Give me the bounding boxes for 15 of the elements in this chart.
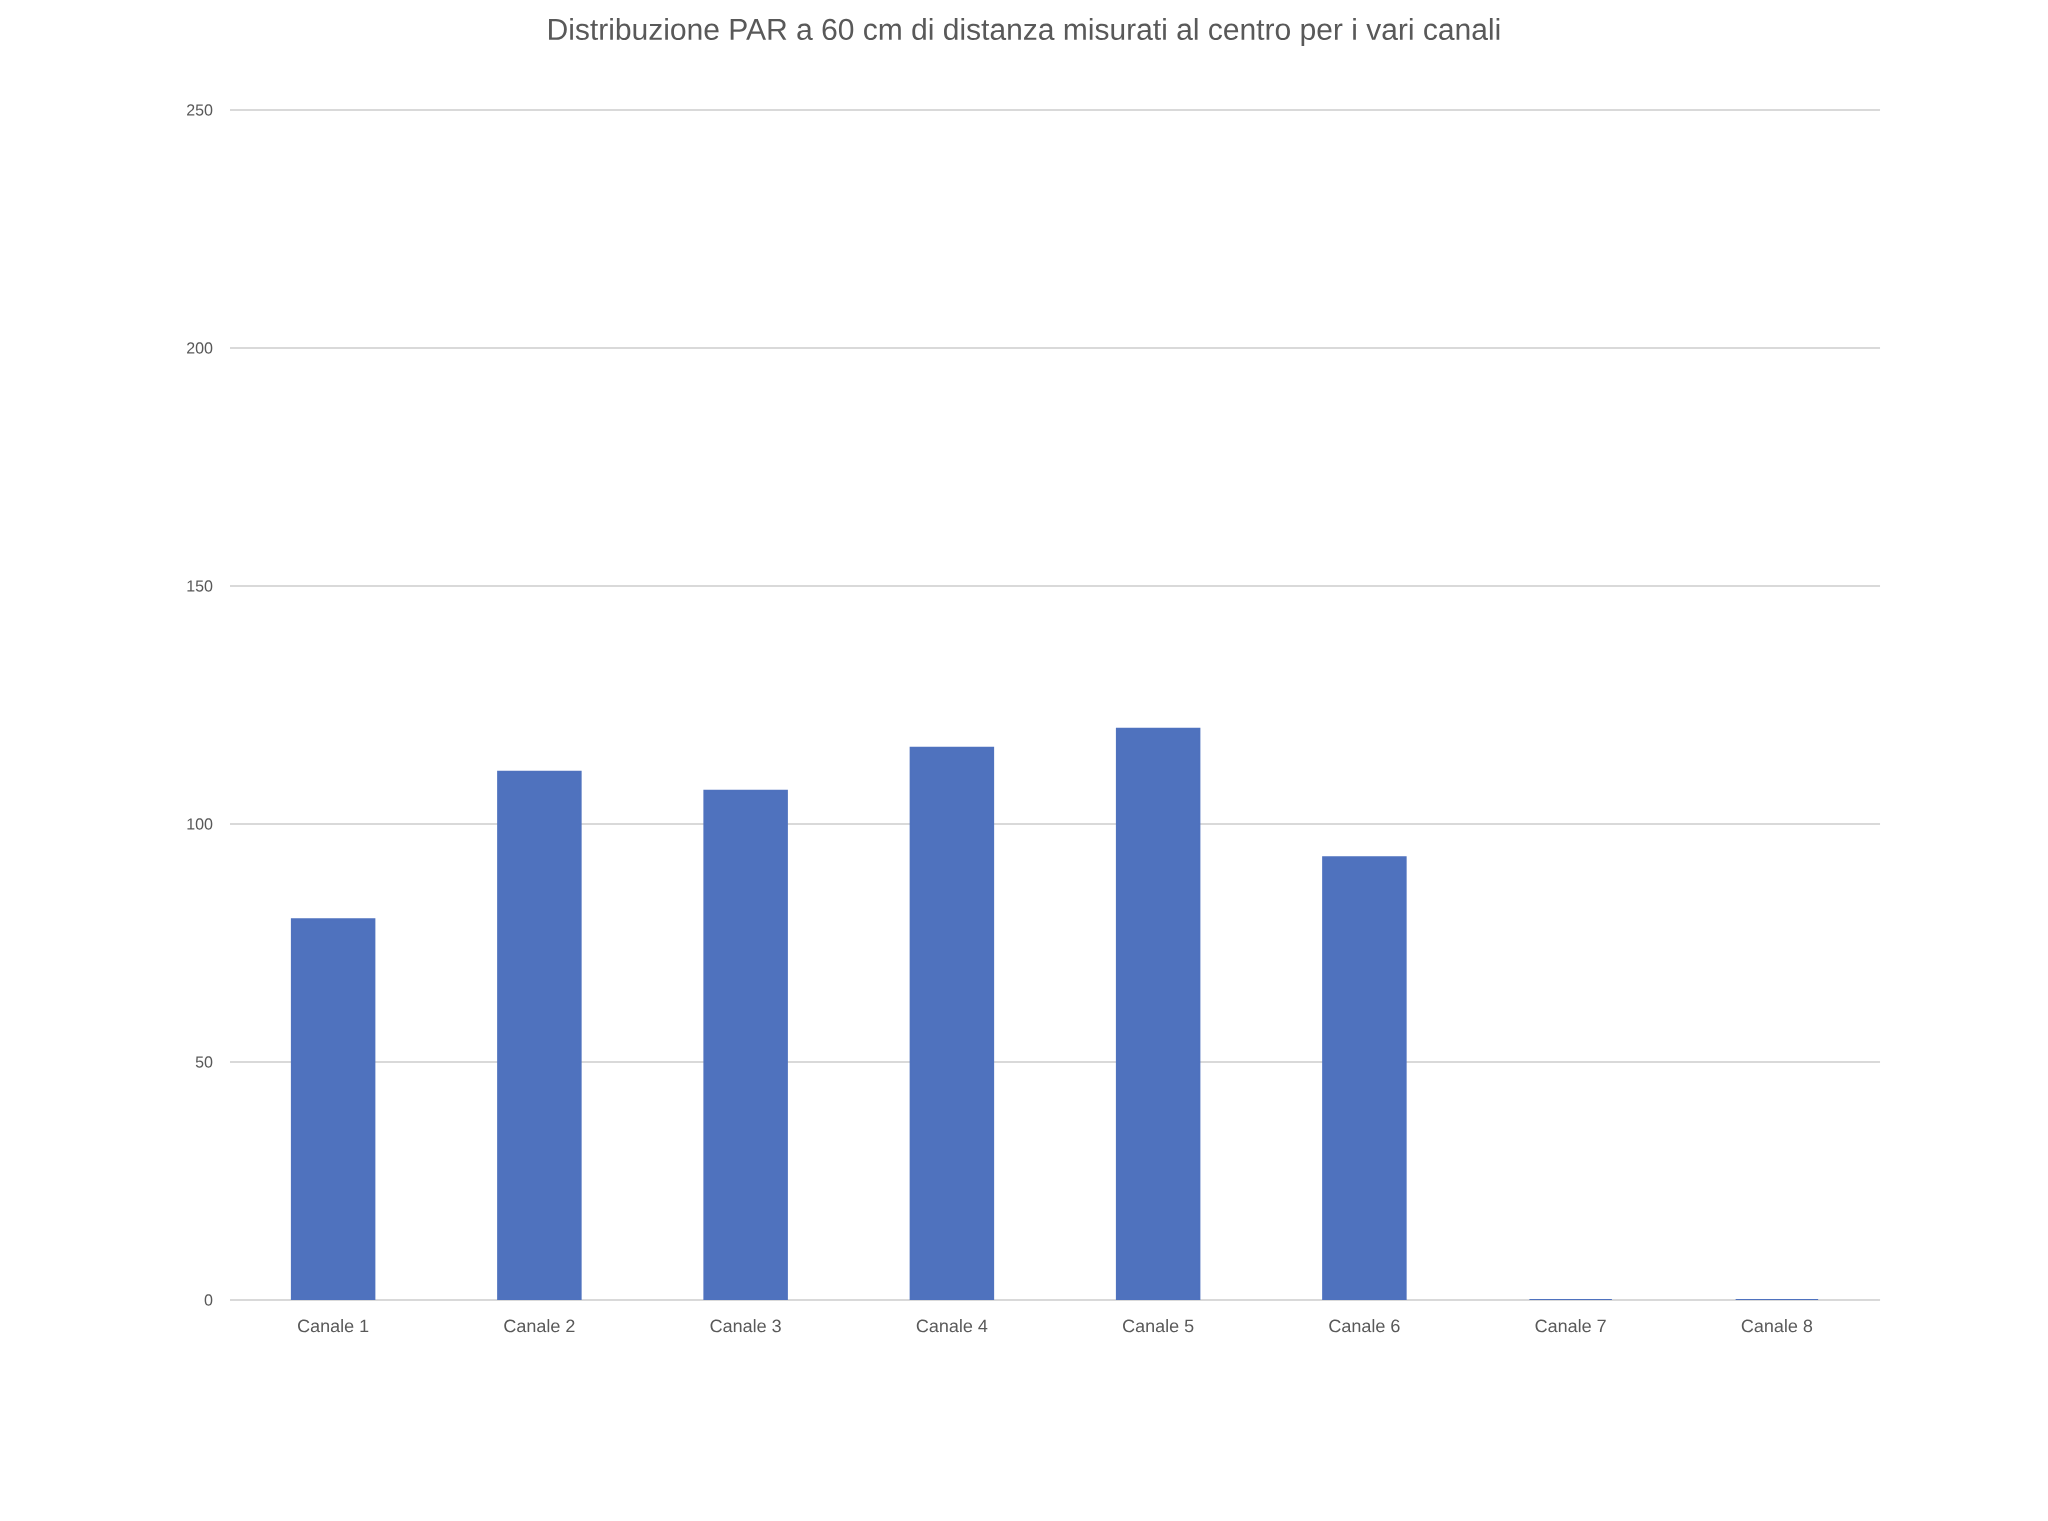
x-tick-label: Canale 5 bbox=[1123, 1319, 1194, 1333]
x-tick-label: Canale 7 bbox=[1535, 1319, 1606, 1333]
x-tick-label: Canale 3 bbox=[710, 1319, 781, 1333]
y-tick-label: 250 bbox=[187, 104, 213, 116]
chart-title: Distribuzione PAR a 60 cm di distanza misurati al centro per i vari canali bbox=[549, 18, 1500, 46]
y-tick-label: 200 bbox=[187, 342, 213, 354]
y-tick-label: 0 bbox=[204, 1294, 213, 1306]
x-tick-label: Canale 2 bbox=[504, 1319, 575, 1333]
y-tick-label: 150 bbox=[187, 580, 213, 592]
y-tick-label: 100 bbox=[187, 818, 213, 830]
x-tick-label: Canale 4 bbox=[916, 1319, 988, 1333]
x-tick-label: Canale 1 bbox=[298, 1319, 369, 1333]
x-tick-label: Canale 6 bbox=[1329, 1319, 1400, 1333]
x-tick-label: Canale 8 bbox=[1741, 1319, 1813, 1333]
y-tick-label: 50 bbox=[195, 1056, 213, 1068]
